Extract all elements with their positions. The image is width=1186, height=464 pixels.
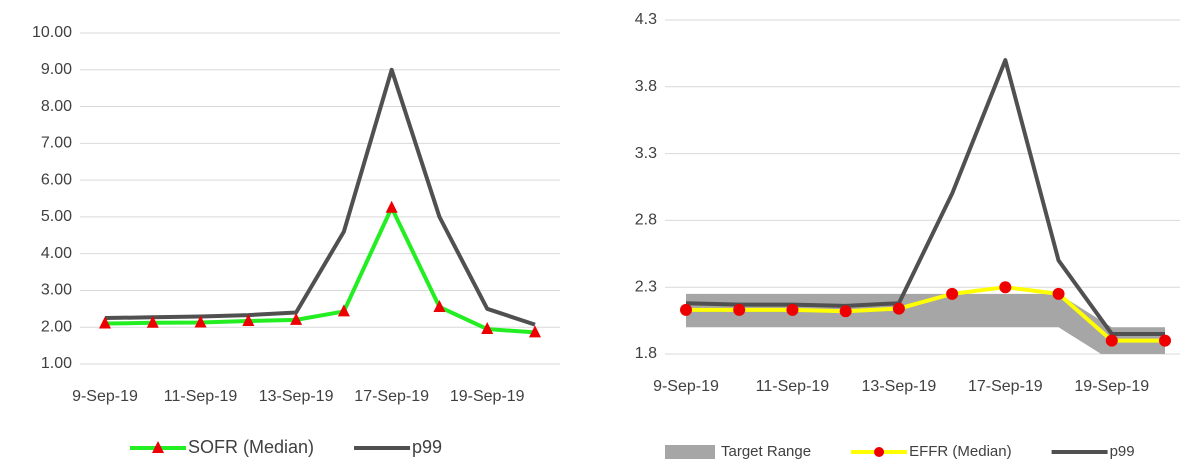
marker: [529, 325, 541, 338]
marker: [1052, 287, 1065, 300]
marker: [337, 304, 350, 317]
series-line: [104, 205, 536, 335]
y-tick-label: 2.8: [635, 212, 657, 229]
x-tick-label: 13-Sep-19: [862, 378, 937, 395]
y-tick-label: 2.3: [635, 278, 657, 295]
marker: [481, 322, 494, 335]
y-tick-label: 4.00: [41, 245, 72, 262]
legend-label: p99: [1110, 443, 1135, 460]
y-tick-label: 5.00: [41, 208, 72, 225]
y-tick-label: 3.3: [635, 145, 657, 162]
x-tick-label: 17-Sep-19: [354, 388, 429, 405]
marker: [99, 316, 111, 329]
marker: [946, 287, 959, 300]
legend-label: p99: [412, 437, 442, 457]
marker: [1105, 334, 1118, 347]
y-tick-label: 1.8: [635, 345, 657, 362]
y-tick-label: 7.00: [41, 135, 72, 152]
marker: [786, 303, 799, 316]
x-tick-label: 13-Sep-19: [259, 388, 334, 405]
marker: [433, 299, 446, 312]
legend-marker: [152, 441, 164, 453]
marker: [194, 315, 207, 328]
y-tick-label: 6.00: [41, 171, 72, 188]
x-tick-label: 11-Sep-19: [756, 378, 830, 395]
plot: [104, 67, 536, 335]
y-tick-label: 9.00: [41, 61, 72, 78]
legend-marker: [874, 447, 885, 457]
x-tick-label: 17-Sep-19: [968, 378, 1043, 395]
legend-label: SOFR (Median): [188, 437, 314, 457]
marker: [839, 305, 852, 318]
y-tick-label: 4.3: [635, 11, 657, 28]
marker: [242, 313, 255, 326]
marker: [892, 302, 905, 315]
x-tick-label: 19-Sep-19: [450, 388, 525, 405]
marker: [385, 200, 398, 213]
y-tick-label: 8.00: [41, 98, 72, 115]
y-tick-label: 1.00: [41, 355, 72, 372]
legend-label: Target Range: [721, 443, 811, 460]
series-line: [686, 285, 1165, 343]
legend-swatch: [665, 445, 715, 459]
y-tick-label: 10.00: [32, 24, 72, 41]
marker: [680, 303, 692, 316]
marker: [733, 303, 746, 316]
y-tick-label: 3.8: [635, 78, 657, 95]
marker: [1159, 334, 1171, 347]
x-tick-label: 11-Sep-19: [164, 388, 238, 405]
series-line: [685, 58, 1165, 336]
series-line: [104, 67, 536, 327]
x-tick-label: 9-Sep-19: [653, 378, 719, 395]
x-tick-label: 9-Sep-19: [72, 388, 138, 405]
marker: [290, 312, 303, 325]
x-tick-label: 19-Sep-19: [1074, 378, 1149, 395]
legend-label: EFFR (Median): [909, 443, 1012, 460]
y-tick-label: 3.00: [41, 282, 72, 299]
y-tick-label: 2.00: [41, 318, 72, 335]
marker: [146, 315, 159, 328]
plot: [685, 58, 1165, 354]
marker: [999, 281, 1012, 294]
